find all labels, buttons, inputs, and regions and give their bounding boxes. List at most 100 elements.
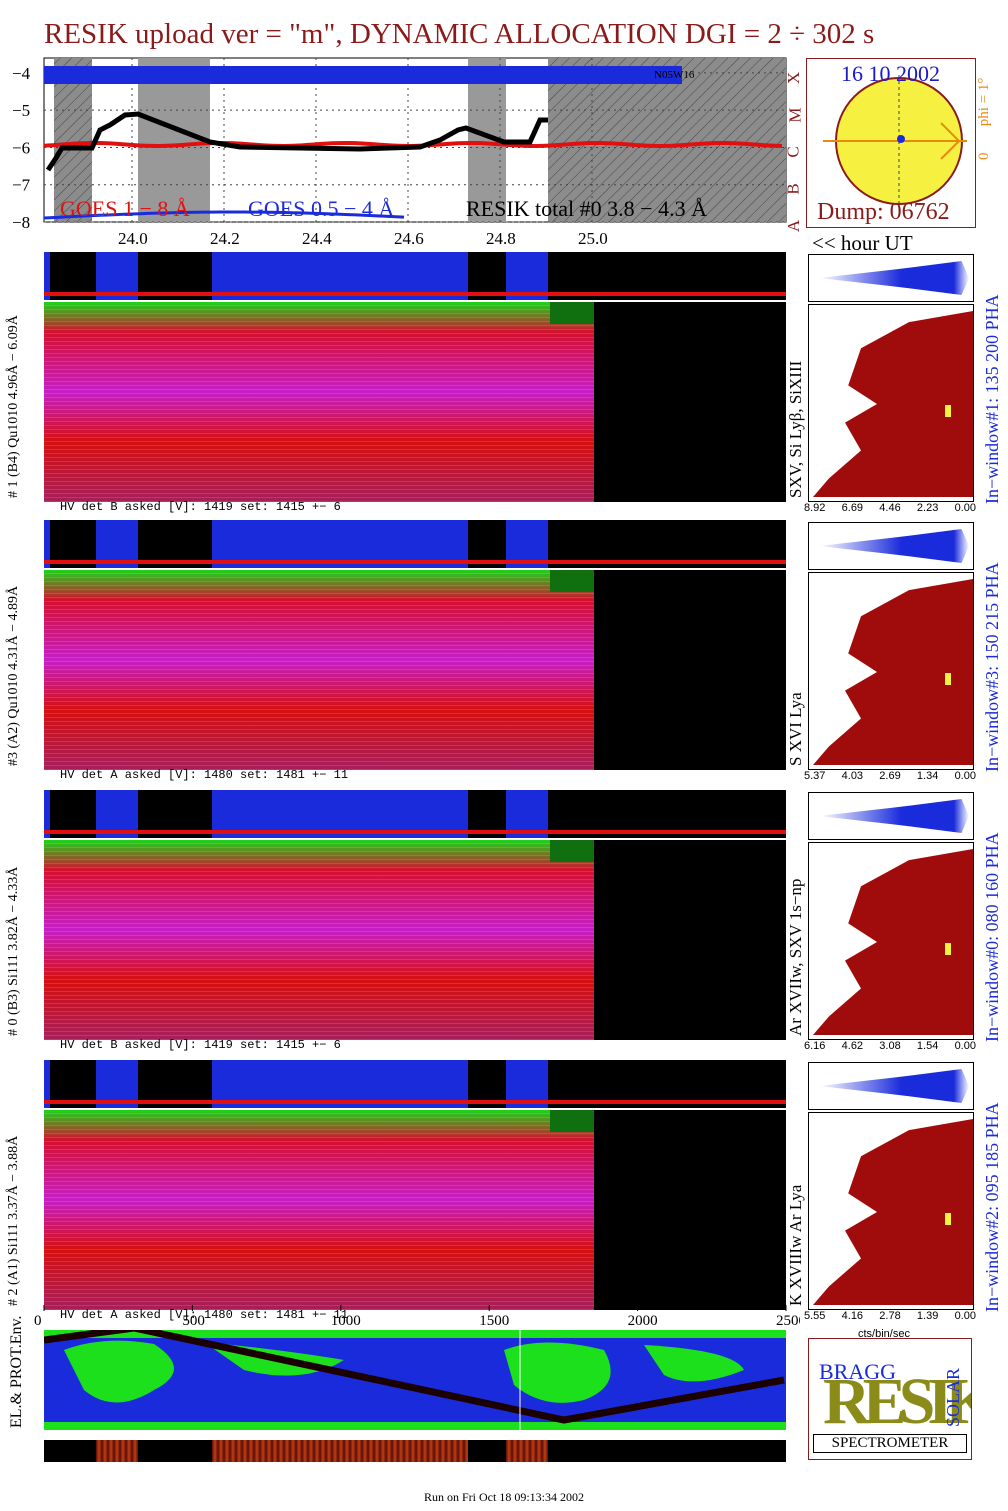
- window-label-p3: In−window#3: 150 215 PHA: [982, 562, 1002, 772]
- hist-tick: 4.16: [841, 1310, 864, 1322]
- hist-tick: 2.23: [916, 502, 939, 514]
- red-hist-p2: [808, 1112, 974, 1310]
- hist-tick: 3.08: [879, 1040, 901, 1052]
- hist-tick: 2.78: [879, 1310, 901, 1322]
- x-tick-label: 25.0: [578, 229, 608, 248]
- flare-class-B: B: [783, 183, 803, 195]
- blue-hist-p3: [808, 522, 974, 570]
- resik-total-series: [45, 111, 548, 172]
- panel-label-p1: # 1 (B4) Qu1010 4.96Å − 6.09Å: [6, 315, 21, 498]
- y-tick-label: −8: [12, 213, 30, 232]
- panel-label-p3: #3 (A2) Qu1010 4.31Å − 4.89Å: [6, 585, 21, 766]
- heatmap-p2: [44, 1110, 786, 1310]
- panel-p3: HV det A asked [V]: 1480 set: 1481 +− 11…: [0, 520, 1008, 782]
- phi-label: 0 phi = 1°: [976, 78, 993, 160]
- goes-gaps: [54, 58, 786, 222]
- panel-label-p0: # 0 (B3) Si111 3.82Å − 4.33Å: [6, 866, 21, 1036]
- sun-disk-icon: [823, 75, 967, 207]
- hist-tick: 6.69: [841, 502, 864, 514]
- flare-class-M: M: [785, 107, 805, 123]
- window-label-p1: In−window#1: 135 200 PHA: [982, 294, 1002, 504]
- window-label-p0: In−window#0: 080 160 PHA: [982, 832, 1002, 1042]
- gap-band: [548, 58, 786, 222]
- hist-ticks-p2: 5.55 4.16 2.78 1.39 0.00: [804, 1310, 976, 1322]
- channel-tick: 1000: [331, 1313, 361, 1329]
- hist-tick: 1.54: [916, 1040, 939, 1052]
- blue-hist-p1: [808, 254, 974, 302]
- flare-class-C: C: [783, 146, 803, 158]
- goes-y-axis: −4 −5 −6 −7 −8: [12, 64, 31, 232]
- goes-annotation: N05W16: [654, 69, 695, 81]
- channel-tick: 2000: [628, 1313, 658, 1329]
- sun-box: 16 10 2002 Dump: 06762: [806, 58, 976, 228]
- legend-goes-0-5: GOES 0.5 − 4 Å: [248, 196, 394, 221]
- environment-map: [44, 1330, 786, 1430]
- gap-band: [54, 58, 92, 222]
- hist-tick: 4.62: [841, 1040, 864, 1052]
- footer-run-info: Run on Fri Oct 18 09:13:34 2002: [423, 1490, 584, 1504]
- legend-goes-1-8: GOES 1 − 8 Å: [60, 196, 190, 221]
- y-tick-label: −7: [12, 176, 31, 195]
- hv-p1: HV det B asked [V]: 1419 set: 1415 +− 6: [60, 500, 341, 514]
- channel-axis: 0 500 1000 1500 2000 2500: [34, 1305, 800, 1329]
- channel-tick: 500: [182, 1313, 205, 1329]
- strip-p1: [44, 252, 786, 300]
- strip-p3: [44, 520, 786, 568]
- goes-0-5-series: [43, 210, 405, 220]
- hist-tick: 0.00: [954, 1040, 976, 1052]
- phi-text: phi = 1°: [976, 77, 992, 127]
- lines-label-p1: SXV, Si Lyβ, SiXIII: [786, 360, 805, 498]
- y-tick-label: −5: [12, 101, 30, 120]
- blue-hist-p2: [808, 1062, 974, 1110]
- observation-date: 16 10 2002: [841, 61, 940, 86]
- page-title: RESIK upload ver = "m", DYNAMIC ALLOCATI…: [44, 18, 875, 50]
- goes-x-axis: 24.0 24.2 24.4 24.6 24.8 25.0: [118, 229, 608, 248]
- hv-p2: HV det A asked [V]: 1480 set: 1481 +− 11: [60, 1308, 349, 1322]
- heatmap-p1: [44, 302, 786, 502]
- phi-zero: 0: [976, 152, 992, 161]
- x-axis-label: << hour UT: [812, 231, 913, 255]
- lines-label-p2: K XVIIIw Ar Lya: [786, 1184, 805, 1306]
- resik-logo-icon: BRAGG RESIK SOLAR: [819, 1359, 1004, 1438]
- hist-tick: 6.16: [804, 1040, 826, 1052]
- x-tick-label: 24.8: [486, 229, 516, 248]
- legend-resik-total: RESIK total #0 3.8 − 4.3 Å: [466, 196, 707, 221]
- red-hist-p1: [808, 304, 974, 502]
- hist-ticks-p3: 5.37 4.03 2.69 1.34 0.00: [804, 770, 976, 782]
- hist-tick: 1.39: [916, 1310, 939, 1322]
- red-hist-p3: [808, 572, 974, 770]
- hist-tick: 2.69: [879, 770, 901, 782]
- hist-tick: 8.92: [804, 502, 826, 514]
- hist-tick: 0.00: [954, 770, 976, 782]
- hist-tick: 0.00: [954, 1310, 976, 1322]
- y-tick-label: −4: [12, 64, 31, 83]
- channel-tick: 2500: [776, 1313, 800, 1329]
- x-tick-label: 24.2: [210, 229, 240, 248]
- logo-text: SPECTROMETER: [813, 1434, 967, 1453]
- panel-p0: HV det B asked [V]: 1419 set: 1415 +− 6 #…: [0, 790, 1008, 1052]
- time-coverage-strip: [44, 1440, 786, 1462]
- channel-tick: 0: [34, 1313, 42, 1329]
- y-tick-label: −6: [12, 138, 30, 157]
- goes-plot: −4 −5 −6 −7 −8 24.0 24.2 24.4 24.6 24.8 25.0 N05W…: [12, 57, 787, 248]
- x-tick-label: 24.0: [118, 229, 148, 248]
- strip-p0: [44, 790, 786, 838]
- channel-tick: 1500: [479, 1313, 509, 1329]
- heatmap-p3: [44, 570, 786, 770]
- hist-ticks-p0: 6.16 4.62 3.08 1.54 0.00: [804, 1040, 976, 1052]
- hv-p3: HV det A asked [V]: 1480 set: 1481 +− 11: [60, 768, 349, 782]
- lines-label-p0: Ar XVIIw, SXV 1s−np: [786, 878, 805, 1036]
- hist-tick: 5.37: [804, 770, 826, 782]
- x-tick-label: 24.6: [394, 229, 424, 248]
- flare-class-A: A: [784, 219, 804, 233]
- red-hist-p0: [808, 842, 974, 1040]
- x-tick-label: 24.4: [302, 229, 332, 248]
- hist-ticks-p1: 8.92 6.69 4.46 2.23 0.00: [804, 502, 976, 514]
- strip-p2: [44, 1060, 786, 1108]
- hist-tick: 4.03: [841, 770, 864, 782]
- panel-p1: HV det B asked [V]: 1419 set: 1415 +− 6 #…: [0, 252, 1008, 514]
- hist-tick: 4.46: [879, 502, 901, 514]
- svg-text:SOLAR: SOLAR: [943, 1368, 963, 1427]
- hist-tick: 0.00: [954, 502, 976, 514]
- lines-label-p3: S XVI Lya: [786, 692, 805, 766]
